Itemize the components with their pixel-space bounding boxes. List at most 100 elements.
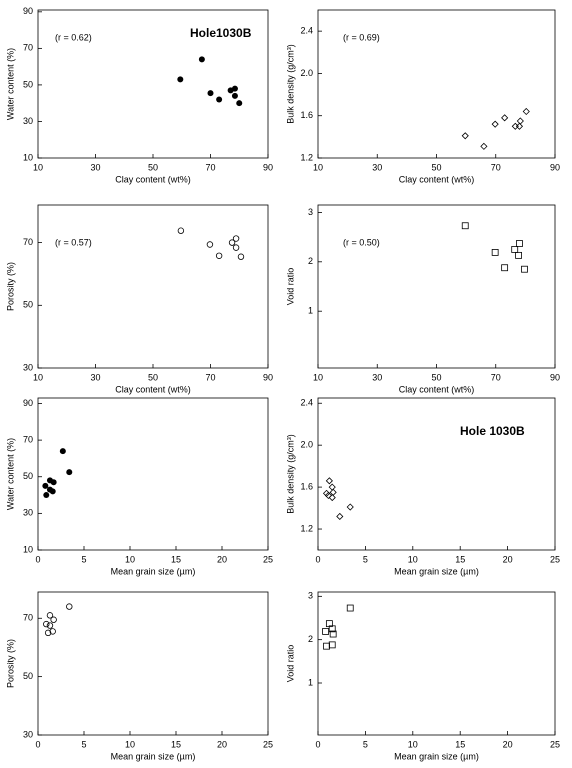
y-tick-label: 70 bbox=[23, 434, 33, 444]
x-tick-label: 70 bbox=[205, 372, 215, 382]
x-axis-label: Clay content (wt%) bbox=[399, 384, 475, 394]
point bbox=[50, 479, 57, 486]
y-tick-label: 2 bbox=[308, 256, 313, 266]
y-tick-label: 2.0 bbox=[300, 440, 313, 450]
x-tick-label: 20 bbox=[503, 554, 513, 564]
point bbox=[516, 240, 523, 247]
y-tick-label: 3 bbox=[308, 591, 313, 601]
point bbox=[323, 642, 330, 650]
x-tick-label: 5 bbox=[81, 739, 86, 749]
annotation: (r = 0.69) bbox=[343, 32, 380, 42]
point bbox=[501, 264, 509, 272]
panel: 0 5 10 15 20 25 1 2 3 Mean grain size (µm) Void ra… bbox=[285, 591, 560, 762]
point bbox=[66, 469, 73, 476]
x-axis-label: Mean grain size (µm) bbox=[111, 566, 196, 576]
point bbox=[207, 90, 214, 97]
annotation: Hole 1030B bbox=[460, 424, 525, 438]
y-tick-label: 30 bbox=[23, 508, 33, 518]
point bbox=[42, 482, 49, 489]
y-tick-label: 1.6 bbox=[300, 481, 313, 491]
x-axis-label: Mean grain size (µm) bbox=[394, 566, 479, 576]
y-tick-label: 90 bbox=[23, 398, 33, 408]
plot-frame bbox=[37, 397, 269, 551]
point bbox=[329, 488, 337, 496]
y-tick-label: 50 bbox=[23, 471, 33, 481]
point bbox=[231, 85, 238, 92]
panel: 10 30 50 70 90 1 2 3 Clay content (wt%) Void rati… bbox=[285, 204, 560, 394]
x-tick-label: 5 bbox=[363, 554, 368, 564]
y-axis-label: Void ratio bbox=[285, 268, 295, 306]
y-tick-label: 70 bbox=[23, 237, 33, 247]
x-axis-label: Mean grain size (µm) bbox=[111, 751, 196, 761]
y-tick-label: 50 bbox=[23, 79, 33, 89]
x-tick-label: 0 bbox=[315, 739, 320, 749]
point bbox=[43, 620, 50, 628]
y-axis-label: Bulk density (g/cm³) bbox=[285, 434, 295, 514]
point bbox=[232, 235, 240, 242]
panel: 0 5 10 15 20 25 10 30 50 70 90 Mean grain size (µm)… bbox=[5, 397, 273, 576]
y-tick-label: 90 bbox=[23, 6, 33, 16]
x-tick-label: 0 bbox=[315, 554, 320, 564]
point bbox=[228, 239, 236, 246]
x-axis-label: Clay content (wt%) bbox=[115, 174, 191, 184]
x-tick-label: 30 bbox=[90, 162, 100, 172]
x-tick-label: 10 bbox=[125, 554, 135, 564]
y-tick-label: 2 bbox=[308, 634, 313, 644]
point bbox=[206, 241, 214, 248]
panel: 0 5 10 15 20 25 1.2 1.6 2.0 2.4 Mean grain size (µ… bbox=[285, 397, 560, 576]
panel: 10 30 50 70 90 1.2 1.6 2.0 2.4 Clay content (wt%)… bbox=[285, 9, 560, 184]
x-tick-label: 10 bbox=[313, 372, 323, 382]
x-tick-label: 20 bbox=[217, 739, 227, 749]
y-tick-label: 30 bbox=[23, 116, 33, 126]
x-tick-label: 70 bbox=[491, 372, 501, 382]
point bbox=[336, 512, 344, 521]
x-tick-label: 90 bbox=[263, 372, 273, 382]
x-tick-label: 25 bbox=[263, 554, 273, 564]
y-axis-label: Porosity (%) bbox=[5, 262, 15, 311]
y-tick-label: 30 bbox=[23, 362, 33, 372]
x-tick-label: 15 bbox=[455, 554, 465, 564]
point bbox=[49, 488, 56, 495]
x-tick-label: 30 bbox=[372, 162, 382, 172]
x-tick-label: 5 bbox=[81, 554, 86, 564]
point bbox=[491, 249, 499, 256]
point bbox=[328, 641, 336, 649]
y-tick-label: 2.4 bbox=[300, 398, 313, 408]
point bbox=[515, 251, 522, 259]
x-tick-label: 10 bbox=[33, 162, 43, 172]
point bbox=[46, 622, 54, 629]
x-tick-label: 15 bbox=[455, 739, 465, 749]
point bbox=[329, 630, 337, 638]
point bbox=[491, 120, 499, 128]
y-axis-label: Water content (%) bbox=[5, 438, 15, 510]
y-tick-label: 1.6 bbox=[300, 110, 313, 120]
x-tick-label: 30 bbox=[372, 372, 382, 382]
point bbox=[516, 117, 524, 125]
x-tick-label: 30 bbox=[90, 372, 100, 382]
x-tick-label: 90 bbox=[263, 162, 273, 172]
y-tick-label: 70 bbox=[23, 43, 33, 53]
x-tick-label: 50 bbox=[148, 162, 158, 172]
x-tick-label: 50 bbox=[431, 162, 441, 172]
y-axis-label: Porosity (%) bbox=[5, 639, 15, 688]
y-tick-label: 1.2 bbox=[300, 523, 313, 533]
x-tick-label: 20 bbox=[217, 554, 227, 564]
y-axis-label: Bulk density (g/cm³) bbox=[285, 44, 295, 124]
x-tick-label: 25 bbox=[263, 739, 273, 749]
x-tick-label: 50 bbox=[431, 372, 441, 382]
point bbox=[324, 491, 332, 500]
y-tick-label: 1 bbox=[308, 677, 313, 687]
point bbox=[325, 477, 333, 485]
point bbox=[59, 448, 66, 455]
x-tick-label: 25 bbox=[550, 739, 560, 749]
x-tick-label: 20 bbox=[503, 739, 513, 749]
x-tick-label: 5 bbox=[363, 739, 368, 749]
point bbox=[66, 603, 73, 610]
point bbox=[177, 227, 185, 234]
x-tick-label: 90 bbox=[550, 162, 560, 172]
x-tick-label: 25 bbox=[550, 554, 560, 564]
point bbox=[216, 96, 223, 103]
